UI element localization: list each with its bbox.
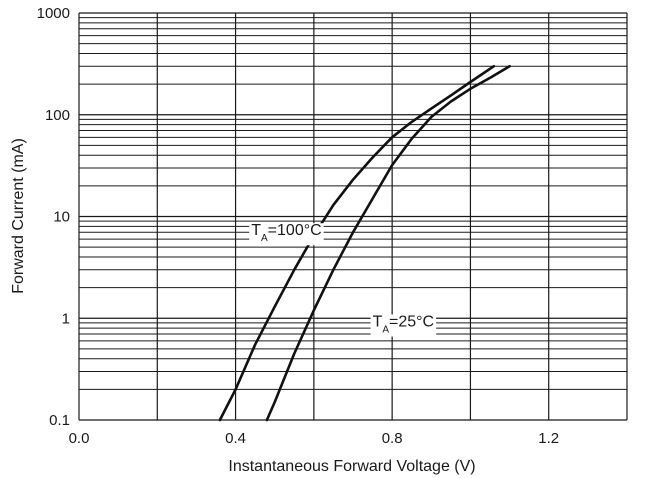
annotation-sub: A xyxy=(382,325,389,336)
tick-labels: 0.0 0.4 0.8 1.2 0.1 1 10 100 1000 xyxy=(37,5,560,447)
x-tick-label: 0.4 xyxy=(225,430,246,447)
annotation-1: TA=100°C xyxy=(249,222,324,246)
annotation-text: =100°C xyxy=(268,222,322,239)
x-tick-label: 0.8 xyxy=(382,430,403,447)
y-tick-label: 1 xyxy=(62,310,70,327)
y-tick-label: 100 xyxy=(45,107,70,124)
annotation-2: TA=25°C xyxy=(370,314,437,337)
annotation-background xyxy=(370,314,437,337)
annotation-main: T xyxy=(251,222,261,239)
curve-series-2 xyxy=(265,64,511,422)
curve-series-1 xyxy=(218,64,496,422)
y-tick-label: 10 xyxy=(53,209,70,226)
x-axis-label: Instantaneous Forward Voltage (V) xyxy=(228,458,475,475)
annotation-sub: A xyxy=(261,233,268,244)
y-tick-label: 1000 xyxy=(37,5,70,22)
annotation-label: TA=25°C xyxy=(373,314,435,336)
annotation-label: TA=100°C xyxy=(251,222,321,244)
annotation-main: T xyxy=(373,314,383,331)
grid xyxy=(78,12,628,421)
y-tick-label: 0.1 xyxy=(49,412,70,429)
annotations: TA=100°CTA=25°C xyxy=(249,222,437,337)
x-tick-label: 1.2 xyxy=(538,430,559,447)
curves xyxy=(218,64,511,422)
annotation-background xyxy=(249,223,324,246)
x-tick-label: 0.0 xyxy=(69,430,90,447)
annotation-text: =25°C xyxy=(389,314,434,331)
y-axis-label: Forward Current (mA) xyxy=(10,138,27,294)
